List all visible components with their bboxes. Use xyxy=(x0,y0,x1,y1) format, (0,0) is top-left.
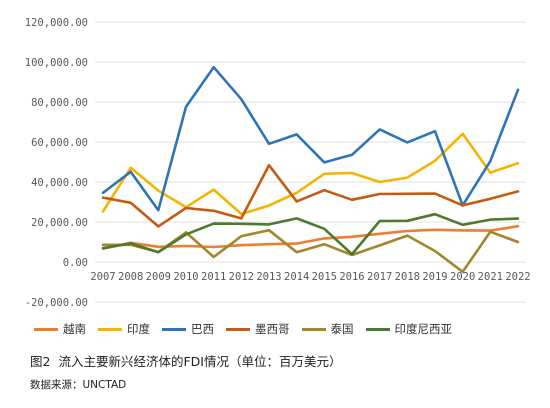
x-tick-label: 2021 xyxy=(478,271,503,283)
y-tick-label: -20,000.00 xyxy=(25,297,88,309)
y-tick-label: 40,000.00 xyxy=(31,177,88,189)
fdi-line-chart: -20,000.00 0.00 20,000.00 40,000.00 60,000.0… xyxy=(25,17,531,309)
y-tick-label: 100,000.00 xyxy=(25,57,88,69)
legend-label: 印度尼西亚 xyxy=(394,322,453,336)
legend-item: 泰国 xyxy=(301,321,354,337)
series-line xyxy=(101,228,520,274)
x-tick-label: 2017 xyxy=(367,271,392,283)
x-tick-label: 2010 xyxy=(173,271,198,283)
legend-item: 印度尼西亚 xyxy=(365,321,453,337)
x-tick-label: 2013 xyxy=(256,271,281,283)
legend-label: 越南 xyxy=(63,322,86,336)
x-tick-label: 2014 xyxy=(284,271,309,283)
legend-label: 巴西 xyxy=(191,322,214,336)
legend-swatch xyxy=(226,327,250,331)
legend-label: 墨西哥 xyxy=(255,322,290,336)
series-line xyxy=(101,132,520,216)
figure-caption: 图2 流入主要新兴经济体的FDI情况（单位：百万美元） xyxy=(30,351,341,370)
figure-title: 流入主要新兴经济体的FDI情况（单位：百万美元） xyxy=(58,354,342,369)
x-tick-label: 2012 xyxy=(229,271,254,283)
series-line xyxy=(101,65,520,212)
x-tick-label: 2020 xyxy=(450,271,475,283)
legend-item: 巴西 xyxy=(162,321,214,337)
x-tick-label: 2022 xyxy=(505,271,530,283)
grid-lines xyxy=(95,21,526,303)
legend-item: 越南 xyxy=(34,321,86,337)
x-tick-label: 2018 xyxy=(395,271,420,283)
legend-swatch xyxy=(365,327,390,331)
x-tick-label: 2015 xyxy=(312,271,337,283)
legend-swatch xyxy=(301,327,326,331)
x-tick-label: 2011 xyxy=(201,271,226,283)
figure-number: 图2 xyxy=(30,354,51,369)
legend-swatch xyxy=(162,327,186,331)
x-axis: 2007 2008 2009 2010 2011 2012 2013 2014 2015 2016… xyxy=(90,271,530,283)
y-axis: -20,000.00 0.00 20,000.00 40,000.00 60,000.0… xyxy=(25,17,88,309)
legend-swatch xyxy=(34,327,58,331)
legend-label: 印度 xyxy=(127,322,150,336)
legend-label: 泰国 xyxy=(330,322,354,336)
y-tick-label: 60,000.00 xyxy=(31,137,88,149)
legend-swatch xyxy=(98,327,122,331)
series-line xyxy=(101,224,520,250)
x-tick-label: 2009 xyxy=(146,271,171,283)
series-line xyxy=(101,163,520,228)
x-tick-label: 2007 xyxy=(90,271,115,283)
legend-item: 印度 xyxy=(98,321,150,337)
y-tick-label: 120,000.00 xyxy=(25,17,88,29)
x-tick-label: 2008 xyxy=(118,271,143,283)
chart-legend: 越南 印度 巴西 墨西哥 泰国 印度尼西亚 xyxy=(34,320,544,338)
legend-item: 墨西哥 xyxy=(226,321,290,337)
x-tick-label: 2016 xyxy=(339,271,364,283)
series-lines xyxy=(101,65,520,274)
series-line xyxy=(101,212,520,256)
y-tick-label: 80,000.00 xyxy=(31,97,88,109)
y-tick-label: 0.00 xyxy=(63,257,88,269)
x-tick-label: 2019 xyxy=(422,271,447,283)
data-source: 数据来源：UNCTAD xyxy=(30,379,127,391)
y-tick-label: 20,000.00 xyxy=(31,217,88,229)
